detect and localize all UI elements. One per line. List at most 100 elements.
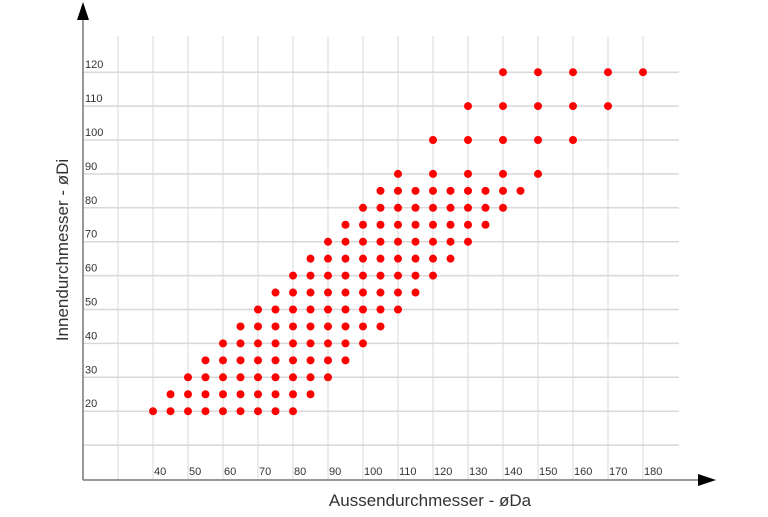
data-point	[639, 68, 647, 77]
data-point	[236, 322, 245, 331]
data-point	[324, 254, 332, 263]
data-point	[219, 407, 227, 416]
data-point	[394, 254, 402, 263]
data-point	[446, 186, 455, 195]
data-point	[219, 356, 227, 365]
data-point	[394, 288, 402, 297]
data-point	[534, 102, 542, 111]
data-point	[376, 305, 385, 314]
x-tick-label: 120	[434, 466, 452, 478]
data-point	[376, 186, 385, 195]
data-point	[411, 186, 420, 195]
tick-labels: 40 50 60 70 80 90 100 110 120 130 140 150 160 170 180 2…	[85, 59, 662, 478]
data-point	[271, 356, 280, 365]
y-axis-arrow-icon	[77, 2, 89, 20]
data-point	[411, 254, 420, 263]
data-point	[481, 186, 490, 195]
data-point	[289, 271, 297, 280]
x-tick-label: 70	[259, 466, 271, 478]
data-point	[394, 169, 402, 178]
data-point	[394, 237, 402, 246]
data-point	[341, 339, 350, 348]
x-tick-label: 150	[539, 466, 557, 478]
data-point	[306, 271, 315, 280]
data-point	[499, 169, 507, 178]
data-point	[271, 373, 280, 382]
data-point	[166, 407, 175, 416]
data-point	[604, 102, 612, 111]
data-point	[324, 322, 332, 331]
x-tick-label: 80	[294, 466, 306, 478]
data-point	[429, 169, 437, 178]
data-point	[254, 407, 262, 416]
x-tick-label: 50	[189, 466, 201, 478]
data-point	[534, 169, 542, 178]
data-point	[376, 220, 385, 229]
y-tick-label: 40	[85, 330, 97, 342]
data-point	[499, 186, 507, 195]
y-tick-label: 100	[85, 127, 103, 139]
data-point	[201, 407, 210, 416]
data-point	[306, 305, 315, 314]
data-point	[464, 136, 472, 144]
data-points	[149, 68, 647, 416]
data-point	[306, 356, 315, 365]
data-point	[324, 237, 332, 246]
data-point	[254, 305, 262, 314]
data-point	[324, 288, 332, 297]
data-point	[534, 136, 542, 144]
data-point	[254, 356, 262, 365]
data-point	[236, 407, 245, 416]
data-point	[306, 373, 315, 382]
data-point	[394, 271, 402, 280]
data-point	[236, 390, 245, 399]
data-point	[166, 390, 175, 399]
data-point	[429, 220, 437, 229]
data-point	[219, 390, 227, 399]
y-tick-label: 120	[85, 59, 103, 71]
data-point	[411, 237, 420, 246]
data-point	[429, 136, 437, 144]
data-point	[359, 237, 367, 246]
data-point	[359, 220, 367, 229]
data-point	[429, 203, 437, 212]
data-point	[569, 68, 577, 77]
data-point	[376, 237, 385, 246]
data-point	[289, 390, 297, 399]
data-point	[376, 288, 385, 297]
data-point	[341, 220, 350, 229]
x-tick-label: 160	[574, 466, 592, 478]
data-point	[464, 102, 472, 111]
data-point	[289, 373, 297, 382]
data-point	[306, 322, 315, 331]
data-point	[341, 271, 350, 280]
data-point	[324, 305, 332, 314]
data-point	[411, 271, 420, 280]
data-point	[411, 203, 420, 212]
data-point	[411, 220, 420, 229]
data-point	[604, 68, 612, 77]
data-point	[464, 220, 472, 229]
x-tick-label: 40	[154, 466, 166, 478]
data-point	[289, 322, 297, 331]
y-tick-label: 60	[85, 263, 97, 275]
x-axis-label: Aussendurchmesser - øDa	[329, 491, 532, 510]
data-point	[254, 322, 262, 331]
data-point	[306, 339, 315, 348]
data-point	[149, 407, 157, 416]
data-point	[236, 339, 245, 348]
data-point	[341, 322, 350, 331]
y-tick-label: 80	[85, 195, 97, 207]
x-tick-label: 100	[364, 466, 382, 478]
data-point	[464, 203, 472, 212]
data-point	[341, 288, 350, 297]
data-point	[394, 203, 402, 212]
data-point	[289, 407, 297, 416]
data-point	[219, 339, 227, 348]
data-point	[359, 339, 367, 348]
y-axis-label: Innendurchmesser - øDi	[53, 159, 72, 341]
data-point	[394, 186, 402, 195]
x-axis-arrow-icon	[698, 474, 716, 486]
data-point	[411, 288, 420, 297]
